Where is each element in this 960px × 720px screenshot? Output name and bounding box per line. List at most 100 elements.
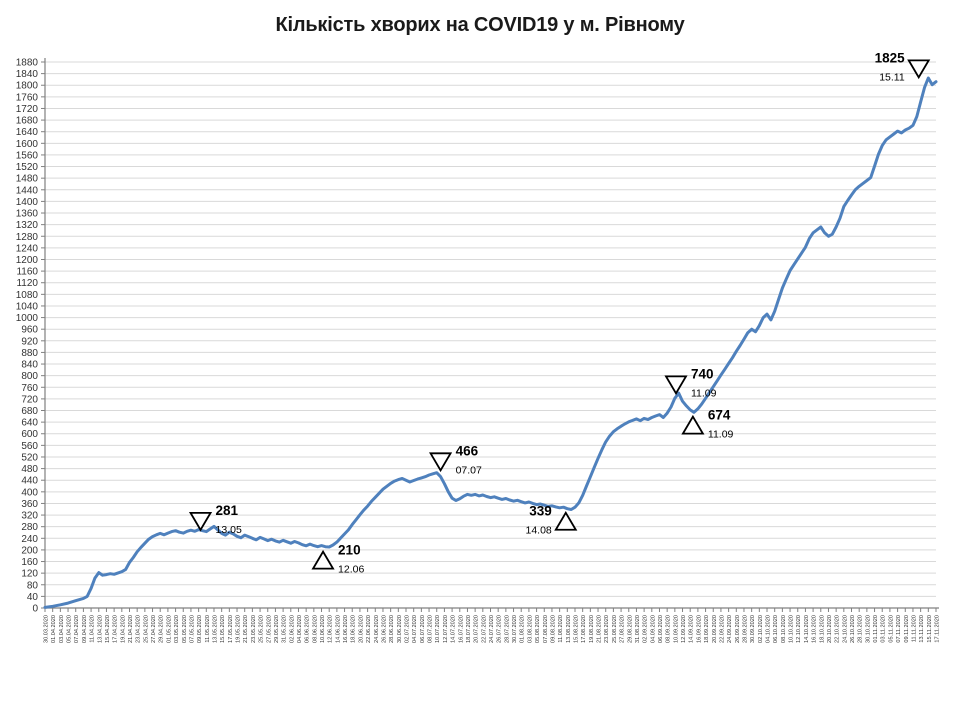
x-tick-label: 20.10.2020: [827, 615, 833, 643]
y-tick-label: 1360: [16, 209, 39, 220]
x-tick-label: 25.08.2020: [612, 615, 618, 643]
y-tick-label: 120: [21, 569, 38, 580]
y-tick-label: 1240: [16, 243, 39, 254]
x-tick-label: 17.04.2020: [113, 615, 119, 643]
y-tick-label: 960: [21, 325, 38, 336]
x-tick-label: 27.08.2020: [620, 615, 626, 643]
y-tick-label: 1840: [16, 69, 39, 80]
y-tick-label: 720: [21, 394, 38, 405]
y-tick-label: 680: [21, 406, 38, 417]
x-tick-label: 18.07.2020: [466, 615, 472, 643]
x-tick-label: 09.05.2020: [197, 615, 203, 643]
x-tick-label: 06.10.2020: [773, 615, 779, 643]
x-tick-label: 15.05.2020: [220, 615, 226, 643]
x-tick-label: 19.04.2020: [120, 615, 126, 643]
x-tick-label: 30.07.2020: [512, 615, 518, 643]
min-marker-triangle-up: [311, 549, 335, 570]
x-tick-label: 07.11.2020: [896, 615, 902, 643]
x-tick-label: 15.08.2020: [573, 615, 579, 643]
y-tick-label: 1640: [16, 127, 39, 138]
x-tick-label: 17.11.2020: [935, 615, 941, 643]
x-tick-label: 11.05.2020: [205, 615, 211, 643]
x-tick-label: 12.07.2020: [443, 615, 449, 643]
y-tick-label: 560: [21, 441, 38, 452]
x-tick-label: 03.08.2020: [527, 615, 533, 643]
y-tick-label: 1320: [16, 220, 39, 231]
x-tick-label: 02.10.2020: [758, 615, 764, 643]
y-tick-label: 1680: [16, 116, 39, 127]
data-line-series: [43, 76, 938, 609]
x-tick-label: 11.08.2020: [558, 615, 564, 643]
y-tick-label: 1600: [16, 139, 39, 150]
x-tick-label: 30.09.2020: [750, 615, 756, 643]
x-tick-label: 15.11.2020: [927, 615, 933, 643]
annotation-value: 339: [529, 504, 552, 519]
x-tick-label: 24.09.2020: [727, 615, 733, 643]
x-tick-label: 01.11.2020: [873, 615, 879, 643]
y-tick-label: 280: [21, 522, 38, 533]
x-tick-label: 05.08.2020: [535, 615, 541, 643]
y-tick-label: 480: [21, 464, 38, 475]
x-tick-label: 26.06.2020: [381, 615, 387, 643]
x-tick-label: 12.06.2020: [328, 615, 334, 643]
x-tick-label: 14.09.2020: [689, 615, 695, 643]
x-tick-label: 29.04.2020: [159, 615, 165, 643]
x-tick-label: 06.09.2020: [658, 615, 664, 643]
annotation-value: 740: [691, 366, 714, 381]
annotation-date: 12.06: [338, 564, 364, 576]
x-tick-label: 23.04.2020: [136, 615, 142, 643]
x-tick-label: 12.09.2020: [681, 615, 687, 643]
x-tick-label: 05.05.2020: [182, 615, 188, 643]
y-tick-label: 1560: [16, 150, 39, 161]
x-tick-label: 21.05.2020: [243, 615, 249, 643]
x-tick-label: 07.05.2020: [189, 615, 195, 643]
x-tick-label: 30.06.2020: [397, 615, 403, 643]
y-tick-label: 160: [21, 557, 38, 568]
y-tick-label: 1080: [16, 290, 39, 301]
y-tick-label: 360: [21, 499, 38, 510]
x-tick-label: 07.08.2020: [543, 615, 549, 643]
x-tick-label: 22.07.2020: [481, 615, 487, 643]
x-tick-label: 02.07.2020: [405, 615, 411, 643]
x-tick-label: 16.07.2020: [458, 615, 464, 643]
x-tick-label: 08.06.2020: [312, 615, 318, 643]
x-tick-label: 10.07.2020: [435, 615, 441, 643]
x-tick-label: 28.06.2020: [389, 615, 395, 643]
x-tick-label: 23.08.2020: [604, 615, 610, 643]
x-tick-label: 16.06.2020: [343, 615, 349, 643]
y-tick-label: 600: [21, 429, 38, 440]
annotation-date: 13.05: [216, 524, 242, 536]
annotation-value: 281: [216, 503, 239, 518]
y-tick-label: 440: [21, 476, 38, 487]
y-tick-label: 640: [21, 418, 38, 429]
x-tick-label: 28.07.2020: [504, 615, 510, 643]
y-tick-label: 1880: [16, 58, 39, 69]
y-tick-label: 760: [21, 383, 38, 394]
x-tick-label: 25.05.2020: [259, 615, 265, 643]
x-tick-label: 29.05.2020: [274, 615, 280, 643]
y-tick-label: 0: [32, 604, 38, 615]
y-tick-label: 880: [21, 348, 38, 359]
x-tick-label: 01.04.2020: [51, 615, 57, 643]
y-tick-label: 840: [21, 360, 38, 371]
y-tick-label: 1000: [16, 313, 39, 324]
x-tick-label: 05.04.2020: [67, 615, 73, 643]
y-tick-label: 240: [21, 534, 38, 545]
x-tick-label: 22.09.2020: [719, 615, 725, 643]
x-tick-label: 17.05.2020: [228, 615, 234, 643]
y-tick-label: 1760: [16, 92, 39, 103]
x-tick-label: 03.05.2020: [174, 615, 180, 643]
x-tick-label: 15.04.2020: [105, 615, 111, 643]
x-tick-label: 10.06.2020: [320, 615, 326, 643]
x-tick-label: 03.04.2020: [59, 615, 65, 643]
x-tick-label: 23.05.2020: [251, 615, 257, 643]
y-tick-label: 1280: [16, 232, 39, 243]
x-tick-label: 04.06.2020: [297, 615, 303, 643]
annotation-value: 466: [456, 443, 479, 458]
annotation-date: 07.07: [456, 464, 482, 476]
x-tick-label: 13.04.2020: [97, 615, 103, 643]
x-tick-label: 16.09.2020: [696, 615, 702, 643]
y-tick-label: 320: [21, 511, 38, 522]
y-tick-label: 1520: [16, 162, 39, 173]
